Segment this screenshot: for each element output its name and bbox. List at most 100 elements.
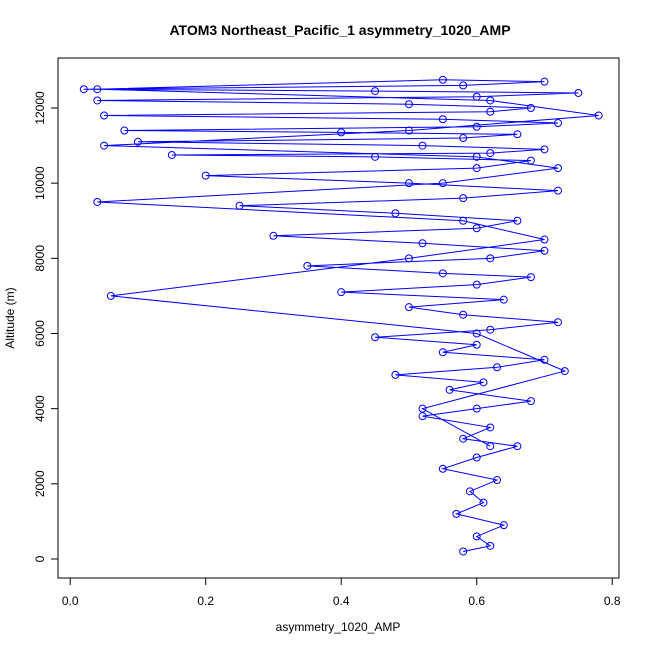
data-point [526, 103, 535, 112]
data-point [438, 348, 447, 357]
data-point [120, 126, 129, 135]
data-point [554, 119, 563, 128]
data-point [499, 521, 508, 530]
data-point [472, 92, 481, 101]
data-point [560, 367, 569, 376]
data-point [540, 235, 549, 244]
data-point [106, 291, 115, 300]
data-point [79, 85, 88, 94]
data-point [472, 340, 481, 349]
x-tick-label: 0.8 [604, 594, 621, 608]
plot-frame [57, 57, 620, 579]
data-point [472, 280, 481, 289]
data-point [554, 164, 563, 173]
data-point [459, 547, 468, 556]
y-tick-label: 0 [33, 555, 47, 562]
data-point [418, 404, 427, 413]
data-point [459, 434, 468, 443]
data-point [493, 363, 502, 372]
x-tick-label: 0.0 [62, 594, 79, 608]
data-point [391, 370, 400, 379]
data-point [303, 261, 312, 270]
data-point [526, 397, 535, 406]
data-point [486, 96, 495, 105]
data-point [540, 145, 549, 154]
data-point [499, 295, 508, 304]
data-point [371, 152, 380, 161]
x-axis-label: asymmetry_1020_AMP [276, 620, 401, 634]
data-point [418, 141, 427, 150]
data-point [486, 541, 495, 550]
x-tick-label: 0.2 [197, 594, 214, 608]
data-point [452, 509, 461, 518]
data-point [486, 423, 495, 432]
data-point [404, 100, 413, 109]
data-point [472, 152, 481, 161]
y-tick-label: 4000 [33, 395, 47, 422]
y-tick-label: 2000 [33, 470, 47, 497]
data-point [493, 476, 502, 485]
data-point [418, 412, 427, 421]
data-point [337, 128, 346, 137]
data-point [540, 355, 549, 364]
x-tick-label: 0.6 [468, 594, 485, 608]
data-point [93, 85, 102, 94]
data-point [459, 194, 468, 203]
data-point [201, 171, 210, 180]
data-point [486, 442, 495, 451]
data-point [526, 273, 535, 282]
data-point [472, 122, 481, 131]
data-point [337, 288, 346, 297]
data-point [472, 404, 481, 413]
data-point [513, 216, 522, 225]
data-point [445, 385, 454, 394]
data-point [540, 246, 549, 255]
data-point [540, 77, 549, 86]
data-point [554, 186, 563, 195]
data-point [438, 464, 447, 473]
data-point [438, 269, 447, 278]
data-point [526, 156, 535, 165]
data-line [83, 79, 599, 552]
data-point [554, 318, 563, 327]
data-point [472, 224, 481, 233]
data-point [93, 96, 102, 105]
data-point [486, 325, 495, 334]
data-point [100, 141, 109, 150]
data-point [404, 303, 413, 312]
data-point [472, 329, 481, 338]
y-tick-label: 12000 [33, 91, 47, 125]
x-tick-label: 0.4 [333, 594, 350, 608]
data-point [479, 498, 488, 507]
data-point [465, 487, 474, 496]
data-point [479, 378, 488, 387]
y-tick-label: 6000 [33, 320, 47, 347]
data-point [371, 333, 380, 342]
y-axis-label: Altitude (m) [3, 287, 17, 348]
y-tick-label: 10000 [33, 166, 47, 200]
data-point [574, 88, 583, 97]
data-point [472, 453, 481, 462]
y-tick-label: 8000 [33, 245, 47, 272]
data-point [513, 442, 522, 451]
data-point [235, 201, 244, 210]
data-point [438, 75, 447, 84]
data-point [418, 239, 427, 248]
data-point [371, 87, 380, 96]
data-point [93, 197, 102, 206]
data-point [167, 150, 176, 159]
data-point [269, 231, 278, 240]
data-point [513, 130, 522, 139]
chart-title: ATOM3 Northeast_Pacific_1 asymmetry_1020… [169, 22, 510, 38]
data-point [459, 310, 468, 319]
data-point [486, 149, 495, 158]
data-point [404, 179, 413, 188]
data-point [133, 137, 142, 146]
data-point [404, 254, 413, 263]
data-point [459, 134, 468, 143]
data-point [459, 81, 468, 90]
data-point [472, 164, 481, 173]
data-point [391, 209, 400, 218]
data-point [459, 216, 468, 225]
